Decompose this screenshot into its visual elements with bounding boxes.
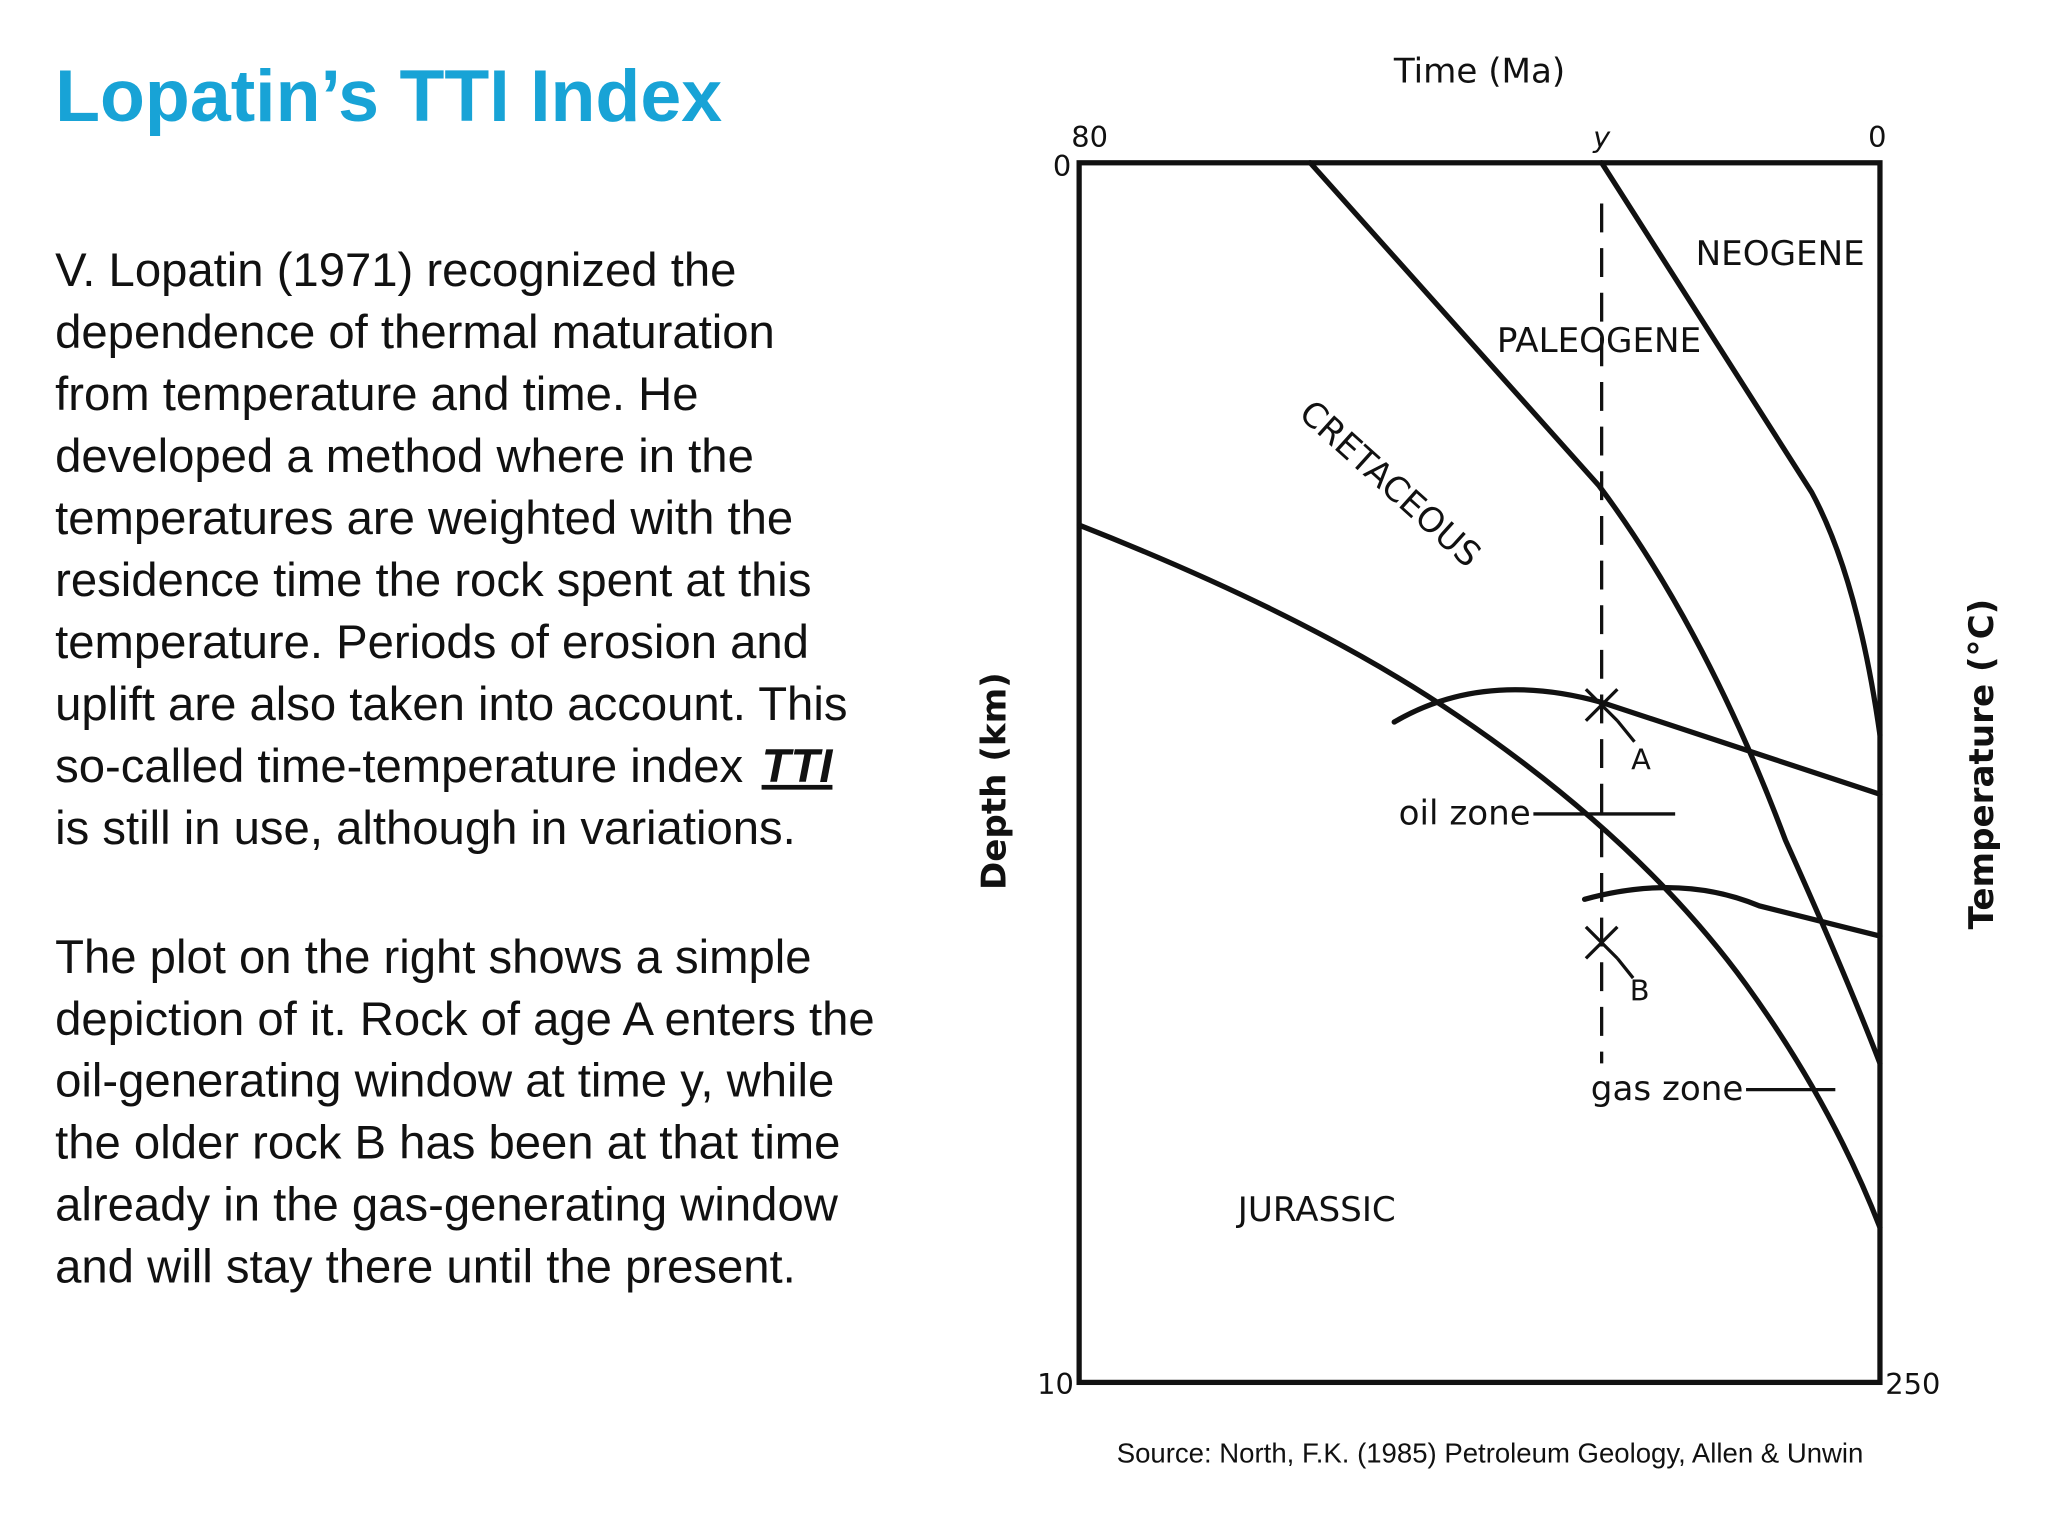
axis-title: Time (Ma) <box>1393 52 1565 92</box>
paragraph: V. Lopatin (1971) recognized the dependen… <box>55 244 847 855</box>
curve <box>1599 160 1883 738</box>
figure: Time (Ma) 80 y 0 0 10 250 Depth (km) Tem… <box>975 52 2002 1469</box>
axis-label: 0 <box>1868 120 1886 154</box>
axis-title: Temperature (°C) <box>1962 599 2002 930</box>
text-line: dependence of thermal maturation <box>55 306 775 359</box>
text-line: uplift are also taken into account. This <box>55 678 847 731</box>
point-label: B <box>1630 973 1650 1007</box>
marker <box>1584 925 1619 960</box>
text-line: V. Lopatin (1971) recognized the <box>55 244 736 297</box>
period-label: NEOGENE <box>1696 234 1865 274</box>
curve <box>1581 885 1883 939</box>
title: Lopatin’s TTI Index <box>55 54 722 137</box>
text-line: temperatures are weighted with the <box>55 492 793 545</box>
zone-label: oil zone <box>1399 793 1531 833</box>
text-line: already in the gas-generating window <box>55 1179 839 1232</box>
axis-label: 10 <box>1037 1367 1074 1401</box>
text-line: so-called time-temperature index <box>55 740 743 793</box>
text-line: from temperature and time. He <box>55 368 698 421</box>
text-line: and will stay there until the present. <box>55 1241 796 1294</box>
point-label: A <box>1631 742 1651 776</box>
text-line: The plot on the right shows a simple <box>55 931 811 984</box>
text-line: temperature. Periods of erosion and <box>55 616 809 669</box>
text-line: developed a method where in the <box>55 430 754 483</box>
period-label: JURASSIC <box>1236 1190 1396 1230</box>
text-line: depiction of it. Rock of age A enters th… <box>55 993 875 1046</box>
axis-label: 250 <box>1885 1367 1940 1401</box>
source: Source: North, F.K. (1985) Petroleum Geo… <box>1117 1437 1864 1468</box>
emphasis: TTI <box>762 740 834 793</box>
plot-frame <box>1076 160 1883 1386</box>
axis-label: y <box>1592 120 1611 154</box>
text-line: oil-generating window at time y, while <box>55 1055 834 1108</box>
text-line: the older rock B has been at that time <box>55 1117 840 1170</box>
curve <box>1391 687 1883 797</box>
paragraph: The plot on the right shows a simple depi… <box>55 931 875 1294</box>
text-line: is still in use, although in variations. <box>55 802 796 855</box>
marker <box>1584 688 1619 722</box>
period-label: PALEOGENE <box>1497 321 1701 361</box>
period-label: CRETACEOUS <box>1291 393 1488 576</box>
curve <box>1076 522 1883 1231</box>
text-line: residence time the rock spent at this <box>55 554 811 607</box>
marker-leader <box>1616 719 1636 980</box>
curve <box>1307 160 1883 1067</box>
axis-label: 80 <box>1071 120 1108 154</box>
axis-label: 0 <box>1053 149 1071 183</box>
axis-title: Depth (km) <box>975 672 1015 890</box>
zone-label: gas zone <box>1591 1069 1744 1109</box>
